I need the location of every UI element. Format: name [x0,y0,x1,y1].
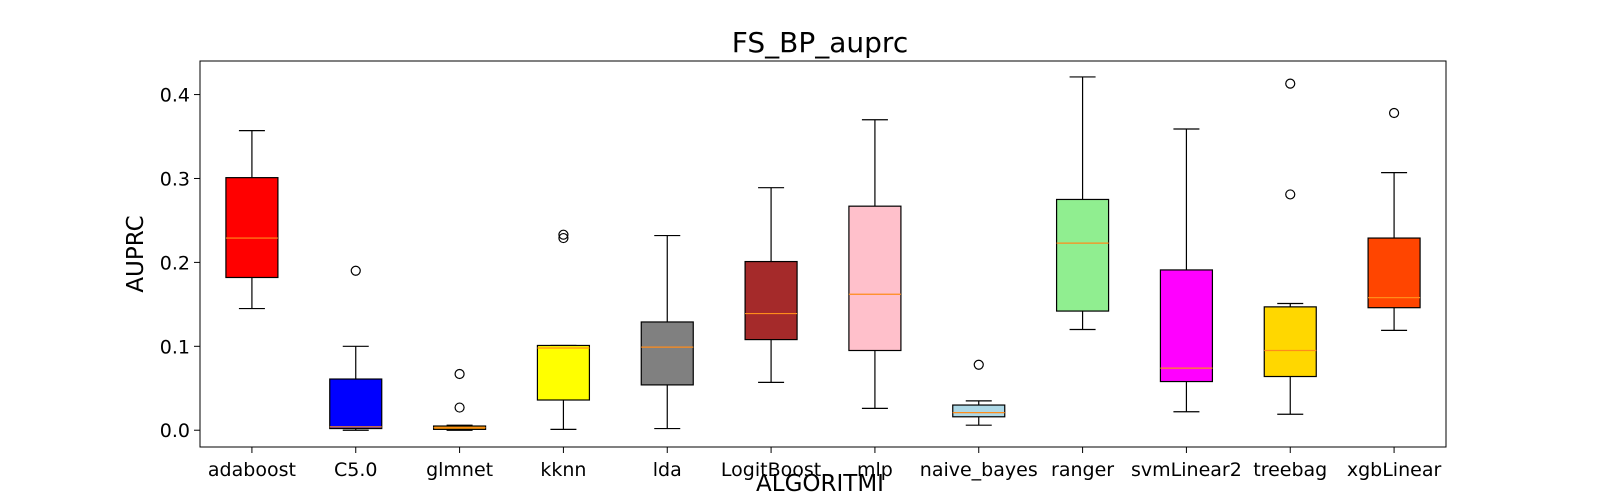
box-kknn [536,344,591,401]
y-tick-label: 0.3 [160,168,190,190]
box-adaboost [225,177,279,279]
x-tick-label: mlp [857,459,893,481]
outlier-point [1388,107,1400,119]
x-tick-label: ranger [1051,459,1114,481]
y-tick-label: 0.2 [160,252,190,274]
box-ranger [1055,198,1110,312]
outlier-point [973,359,984,370]
x-tick-label: kknn [540,459,586,481]
box-lda [640,321,694,386]
plot-area: 0.0 0.1 0.2 0.3 0.4 adaboost C5.0 glmnet kknn lda… [160,76,1442,481]
y-tick-label: 0.1 [160,336,190,358]
x-tick-label: adaboost [208,459,296,481]
outlier-point [454,368,465,380]
x-tick-label: C5.0 [334,459,377,481]
x-tick-label: naive_bayes [920,459,1038,481]
x-axis-title: ALGORITMI [756,471,884,497]
box-treebag [1263,306,1317,378]
box-mlp [848,205,902,352]
outlier-point [558,229,569,240]
chart-title: FS_BP_auprc [732,26,908,59]
x-tick-label: lda [653,459,682,481]
outlier-point [350,265,361,276]
outlier-point [558,232,569,244]
box-xgbLinear [1367,237,1421,309]
x-tick-label: treebag [1253,459,1327,481]
y-axis-title: AUPRC [123,215,149,292]
box-svmLinear2 [1159,269,1214,383]
outlier-point [1285,189,1296,200]
x-tick-label: svmLinear2 [1131,459,1242,481]
y-tick-label: 0.4 [160,85,190,107]
box-naive_bayes [952,404,1006,418]
x-tick-label: LogitBoost [721,459,821,481]
outlier-point [454,402,465,413]
plot-frame [199,60,1447,448]
x-tick-label: glmnet [426,459,493,481]
box-C5.0 [329,378,383,430]
x-tick-label: xgbLinear [1347,459,1442,481]
box-LogitBoost [744,260,798,341]
y-tick-label: 0.0 [160,420,190,442]
outlier-point [1285,78,1296,89]
